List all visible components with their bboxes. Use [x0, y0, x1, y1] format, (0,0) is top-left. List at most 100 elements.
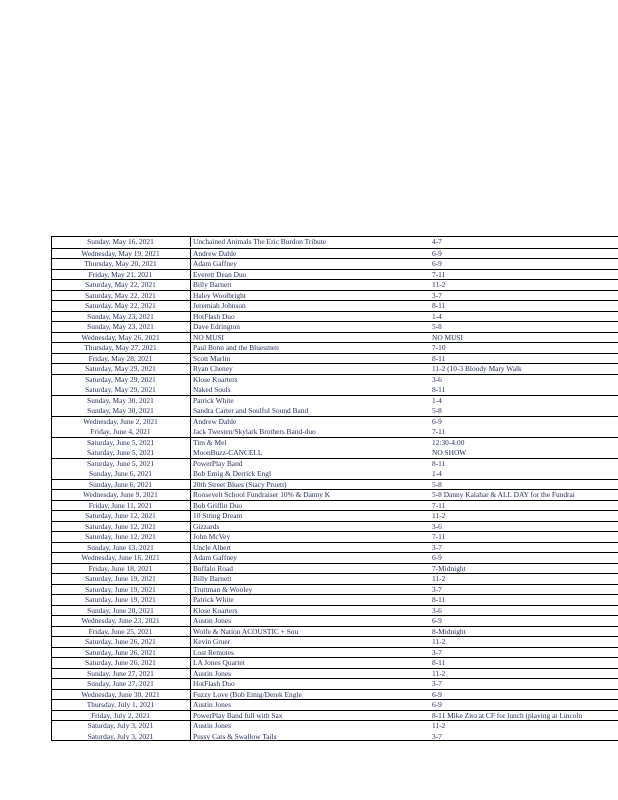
time-cell: NO MUSI: [432, 332, 464, 342]
time-cell: 3-6: [432, 605, 442, 615]
act-cell: Lost Remotes: [190, 646, 429, 657]
table-row: Friday, May 21, 2021 Everett Dean Duo 7-11: [52, 268, 618, 279]
table-row: Sunday, May 23, 2021 Dave Edrington 5-8: [52, 321, 618, 332]
date-cell: Thursday, May 20, 2021: [84, 259, 157, 268]
time-cell: 5-8: [432, 479, 442, 489]
table-row: Saturday, June 5, 2021 PowerPlay Band 8-11: [52, 457, 618, 468]
date-cell: Wednesday, June 2, 2021: [83, 416, 158, 426]
time-cell: 5-8 Danny Kalahar & ALL DAY for the Fund…: [432, 490, 575, 499]
schedule-table: Sunday, May 16, 2021 Unchained Animals Th…: [51, 236, 618, 741]
table-row: Friday, June 11, 2021 Bob Griffin Duo 7-11: [52, 499, 618, 510]
act-cell: Naked Souls: [190, 384, 429, 395]
act-cell: Scott Marlin: [190, 352, 429, 363]
time-cell: 7-11: [432, 532, 446, 541]
date-cell: Sunday, June 20, 2021: [87, 605, 154, 615]
table-row: Sunday, June 27, 2021 Austin Jones 11-2: [52, 667, 618, 678]
table-row: Saturday, June 26, 2021 Kevin Gruer 11-2: [52, 636, 618, 647]
time-cell: 7-Midnight: [432, 563, 466, 573]
date-cell: Saturday, June 12, 2021: [85, 521, 156, 531]
date-cell: Sunday, May 30, 2021: [87, 406, 154, 415]
time-cell: 11-2 (10-3 Bloody Mary Walk: [432, 364, 522, 373]
date-cell: Wednesday, June 16, 2021: [81, 553, 160, 562]
table-row: Friday, June 18, 2021 Buffalo Road 7-Midni…: [52, 562, 618, 573]
table-row: Saturday, June 26, 2021 Lost Remotes 3-7: [52, 646, 618, 657]
table-row: Wednesday, June 9, 2021 Roosevelt School …: [52, 489, 618, 500]
act-cell: Paul Bonn and the Bluesmen: [190, 342, 429, 353]
date-cell: Sunday, June 27, 2021: [87, 668, 154, 678]
time-cell: 11-2: [432, 668, 446, 678]
table-row: Saturday, June 5, 2021 Tim & Mel 12:30-4:0…: [52, 436, 618, 447]
table-row: Sunday, May 30, 2021 Sandra Carter and So…: [52, 405, 618, 416]
table-row: Saturday, June 12, 2021 10 String Dream 11…: [52, 510, 618, 521]
act-cell: Adam Gaffney: [190, 258, 429, 269]
time-cell: NO SHOW: [432, 448, 467, 457]
act-cell: Roosevelt School Fundraiser 10% & Danny …: [190, 489, 429, 500]
date-cell: Friday, June 11, 2021: [88, 500, 153, 510]
table-row: Wednesday, June 16, 2021 Adam Gaffney 6-9: [52, 552, 618, 563]
act-cell: LA Jones Quartet: [190, 657, 429, 668]
act-cell: Andrew Dahle: [190, 415, 429, 426]
table-row: Friday, May 28, 2021 Scott Marlin 8-11: [52, 352, 618, 363]
time-cell: 3-7: [432, 542, 442, 552]
act-cell: Kevin Gruer: [190, 636, 429, 647]
act-cell: John McVey: [190, 531, 429, 542]
act-cell: Billy Barnett: [190, 573, 429, 584]
act-cell: HotFlash Duo: [190, 678, 429, 689]
table-row: Saturday, June 19, 2021 Truttman & Wooley…: [52, 583, 618, 594]
table-row: Thursday, May 20, 2021 Adam Gaffney 6-9: [52, 258, 618, 269]
act-cell: Dave Edrington: [190, 321, 429, 332]
date-cell: Friday, May 21, 2021: [88, 269, 153, 279]
date-cell: Saturday, May 22, 2021: [85, 290, 156, 300]
date-cell: Wednesday, May 19, 2021: [81, 248, 160, 258]
act-cell: 10 String Dream: [190, 510, 429, 521]
table-row: Sunday, June 20, 2021 Klose Kuarters 3-6: [52, 604, 618, 615]
table-row: Saturday, May 29, 2021 Naked Souls 8-11: [52, 384, 618, 395]
act-cell: Austin Jones: [190, 720, 429, 731]
date-cell: Sunday, June 6, 2021: [89, 469, 152, 478]
date-cell: Sunday, June 13, 2021: [87, 542, 154, 552]
date-cell: Wednesday, June 30, 2021: [81, 689, 160, 699]
date-cell: Saturday, July 3, 2021: [87, 731, 154, 741]
act-cell: Jeremiah Johnson: [190, 300, 429, 311]
act-cell: Austin Jones: [190, 667, 429, 678]
time-cell: 5-8: [432, 322, 442, 331]
act-cell: Unchained Animals The Eric Burdon Tribut…: [190, 236, 429, 247]
time-cell: 6-9: [432, 248, 442, 258]
time-cell: 3-6: [432, 374, 442, 384]
date-cell: Saturday, May 29, 2021: [85, 374, 156, 384]
table-bottom-border: [51, 740, 618, 741]
table-row: Saturday, June 12, 2021 John McVey 7-11: [52, 531, 618, 542]
table-row: Saturday, May 29, 2021 Klose Kuarters 3-6: [52, 373, 618, 384]
time-cell: 7-11: [432, 269, 446, 279]
table-row: Saturday, May 29, 2021 Ryan Cheney 11-2 (1…: [52, 363, 618, 374]
act-cell: PowerPlay Band: [190, 457, 429, 468]
time-cell: 11-2: [432, 637, 446, 646]
table-row: Wednesday, June 2, 2021 Andrew Dahle 6-9: [52, 415, 618, 426]
date-cell: Sunday, June 27, 2021: [87, 679, 154, 688]
table-row: Friday, July 2, 2021 PowerPlay Band full …: [52, 709, 618, 720]
time-cell: 8-11: [432, 595, 446, 604]
time-cell: 8-11: [432, 658, 446, 667]
date-cell: Saturday, June 19, 2021: [85, 574, 156, 583]
time-cell: 6-9: [432, 700, 442, 709]
act-cell: Austin Jones: [190, 699, 429, 710]
time-cell: 3-7: [432, 647, 442, 657]
table-row: Saturday, June 12, 2021 Gizzards 3-6: [52, 520, 618, 531]
table-row: Thursday, May 27, 2021 Paul Bonn and the …: [52, 342, 618, 353]
date-cell: Saturday, June 12, 2021: [85, 532, 156, 541]
time-cell: 1-4: [432, 395, 442, 405]
act-cell: Patrick White: [190, 394, 429, 405]
time-cell: 6-9: [432, 259, 442, 268]
act-cell: Bob Griffin Duo: [190, 499, 429, 510]
date-cell: Saturday, June 19, 2021: [85, 584, 156, 594]
date-cell: Saturday, June 12, 2021: [85, 511, 156, 520]
time-cell: 8-11: [432, 385, 446, 394]
date-cell: Thursday, May 27, 2021: [84, 343, 157, 352]
time-cell: 5-8: [432, 406, 442, 415]
date-cell: Thursday, July 1, 2021: [86, 700, 155, 709]
time-cell: 11-2: [432, 574, 446, 583]
act-cell: Haley Woolbright: [190, 289, 429, 300]
act-cell: Buffalo Road: [190, 562, 429, 573]
time-cell: 8-11 Mike Zito at CF for lunch (playing …: [432, 710, 583, 720]
time-cell: 6-9: [432, 416, 442, 426]
